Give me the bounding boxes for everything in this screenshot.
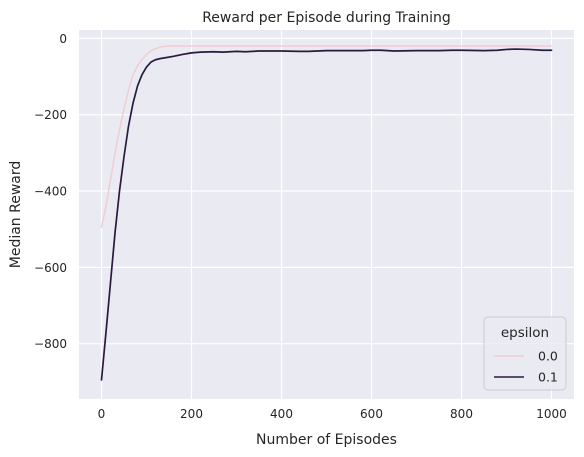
y-tick--200: −200 — [34, 108, 67, 122]
series-layer — [100, 45, 553, 381]
x-tick-600: 600 — [360, 407, 383, 421]
y-tick-labels: 0 −200 −400 −600 −800 — [34, 32, 67, 351]
x-tick-200: 200 — [180, 407, 203, 421]
legend-label-0.0: 0.0 — [538, 349, 558, 364]
x-tick-800: 800 — [450, 407, 473, 421]
x-tick-labels: 0 200 400 600 800 1000 — [98, 407, 567, 421]
x-tick-0: 0 — [98, 407, 106, 421]
legend-label-0.1: 0.1 — [538, 370, 558, 385]
legend: epsilon 0.0 0.1 — [483, 316, 567, 391]
y-tick--600: −600 — [34, 261, 67, 275]
x-axis-title: Number of Episodes — [256, 432, 397, 448]
x-tick-1000: 1000 — [536, 407, 567, 421]
y-tick--800: −800 — [34, 337, 67, 351]
chart-title: Reward per Episode during Training — [202, 10, 451, 26]
legend-title: epsilon — [501, 325, 549, 341]
y-tick-0: 0 — [59, 32, 67, 46]
y-axis-title: Median Reward — [8, 161, 24, 269]
series-line-0.0 — [100, 45, 553, 229]
y-tick--400: −400 — [34, 185, 67, 199]
x-tick-400: 400 — [270, 407, 293, 421]
series-line-0.1 — [100, 48, 553, 381]
legend-box — [483, 316, 567, 391]
